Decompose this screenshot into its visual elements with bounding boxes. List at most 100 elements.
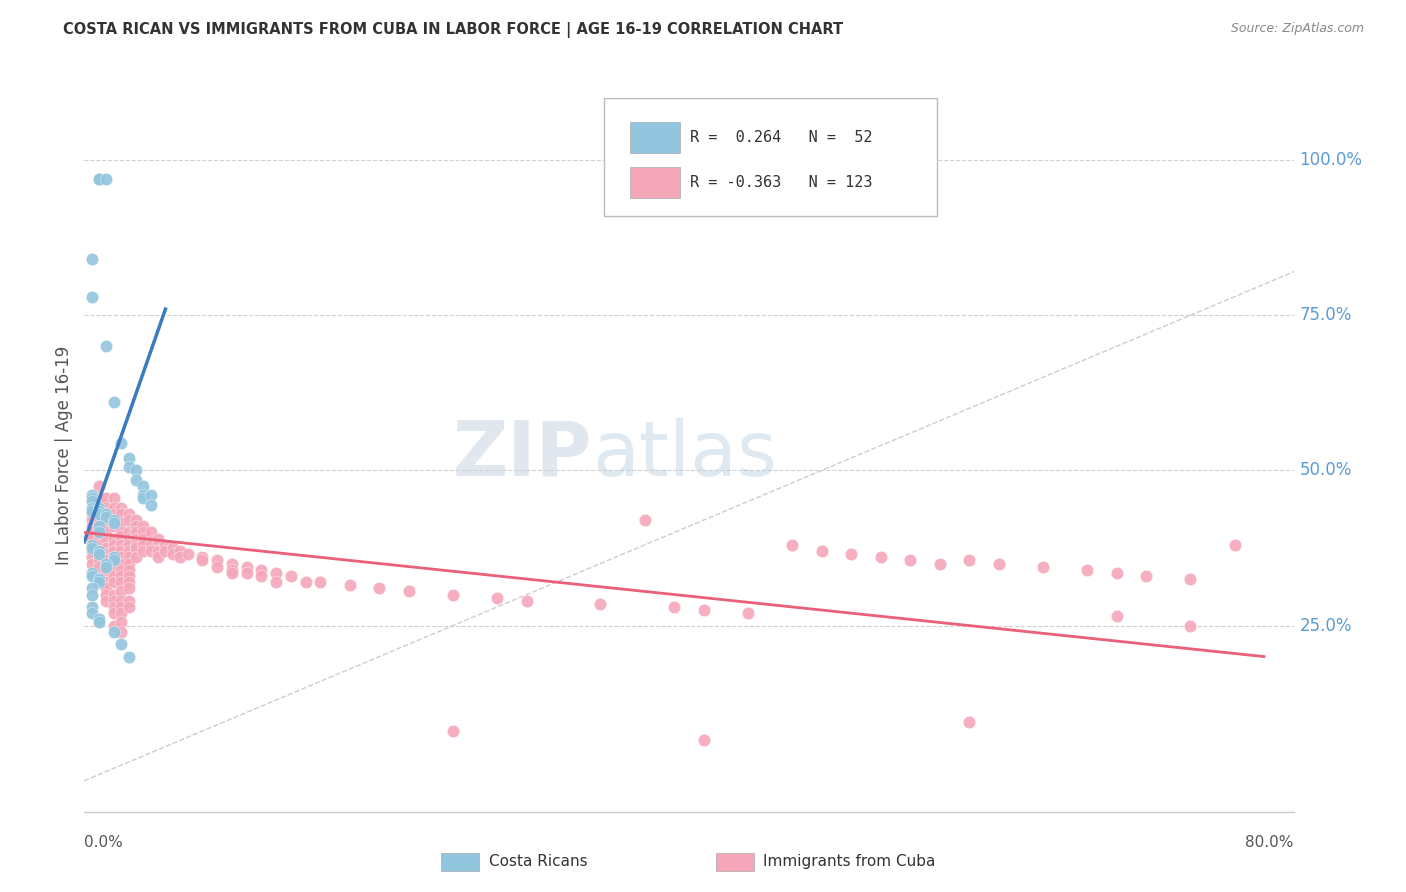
Point <box>87 171 110 186</box>
Point <box>176 547 198 561</box>
Point <box>117 525 139 540</box>
Point <box>132 479 155 493</box>
Text: 50.0%: 50.0% <box>1299 461 1353 479</box>
Point <box>80 500 103 515</box>
Point <box>103 599 125 614</box>
Point <box>139 544 162 558</box>
Point <box>103 550 125 565</box>
Point <box>110 557 132 571</box>
Point <box>96 575 118 590</box>
Point <box>117 575 139 590</box>
Point <box>664 599 686 614</box>
Point <box>737 606 759 620</box>
Point <box>169 550 191 565</box>
Point <box>139 525 162 540</box>
Point <box>368 582 391 596</box>
Text: 25.0%: 25.0% <box>1299 616 1353 634</box>
Point <box>96 566 118 580</box>
Point <box>250 569 273 583</box>
FancyBboxPatch shape <box>630 167 681 198</box>
Point <box>1105 609 1128 624</box>
Point <box>80 599 103 614</box>
Point <box>205 559 228 574</box>
Point <box>132 532 155 546</box>
Point <box>87 572 110 586</box>
Point <box>87 559 110 574</box>
Point <box>169 544 191 558</box>
Point <box>117 532 139 546</box>
Point <box>132 544 155 558</box>
Point <box>146 544 169 558</box>
Point <box>103 557 125 571</box>
Point <box>80 488 103 502</box>
Point <box>96 516 118 531</box>
Point <box>162 541 184 555</box>
Point <box>87 553 110 567</box>
Text: atlas: atlas <box>592 418 778 491</box>
Point <box>110 525 132 540</box>
Point <box>117 544 139 558</box>
Point <box>103 544 125 558</box>
Point <box>110 528 132 542</box>
Point <box>80 290 103 304</box>
Point <box>264 575 287 590</box>
Point <box>987 557 1010 571</box>
Point <box>110 593 132 607</box>
Point <box>110 550 132 565</box>
Text: COSTA RICAN VS IMMIGRANTS FROM CUBA IN LABOR FORCE | AGE 16-19 CORRELATION CHART: COSTA RICAN VS IMMIGRANTS FROM CUBA IN L… <box>63 22 844 38</box>
Point <box>80 557 103 571</box>
Point <box>117 538 139 552</box>
Point <box>103 553 125 567</box>
Point <box>117 460 139 475</box>
Point <box>87 504 110 518</box>
Text: R =  0.264   N =  52: R = 0.264 N = 52 <box>690 130 873 145</box>
Point <box>96 559 118 574</box>
Point <box>155 544 177 558</box>
Point <box>80 569 103 583</box>
Point <box>87 538 110 552</box>
Point <box>110 516 132 531</box>
Point <box>692 603 714 617</box>
Point <box>80 525 103 540</box>
Point <box>125 473 148 487</box>
Point <box>139 488 162 502</box>
Point <box>132 519 155 533</box>
Point <box>80 582 103 596</box>
Point <box>339 578 361 592</box>
Point <box>110 500 132 515</box>
Point <box>103 507 125 521</box>
Point <box>96 588 118 602</box>
Text: Source: ZipAtlas.com: Source: ZipAtlas.com <box>1230 22 1364 36</box>
Point <box>103 593 125 607</box>
Point <box>957 714 980 729</box>
Point <box>125 525 148 540</box>
Point <box>221 563 243 577</box>
Point <box>1135 569 1157 583</box>
Point <box>221 566 243 580</box>
Point <box>103 513 125 527</box>
Point <box>80 252 103 267</box>
Point <box>103 563 125 577</box>
Point <box>441 588 464 602</box>
Point <box>110 599 132 614</box>
Point <box>103 516 125 531</box>
Point <box>80 550 103 565</box>
Point <box>87 513 110 527</box>
Point <box>96 541 118 555</box>
Point <box>103 569 125 583</box>
Point <box>191 553 214 567</box>
Y-axis label: In Labor Force | Age 16-19: In Labor Force | Age 16-19 <box>55 345 73 565</box>
Point <box>103 500 125 515</box>
Point <box>309 575 332 590</box>
Point <box>87 491 110 506</box>
Point <box>96 582 118 596</box>
Point <box>103 395 125 409</box>
Point <box>117 513 139 527</box>
FancyBboxPatch shape <box>630 121 681 153</box>
Point <box>898 553 921 567</box>
Point <box>1180 618 1202 632</box>
Point <box>96 553 118 567</box>
Point <box>103 532 125 546</box>
Point <box>1223 538 1246 552</box>
Point <box>110 615 132 630</box>
